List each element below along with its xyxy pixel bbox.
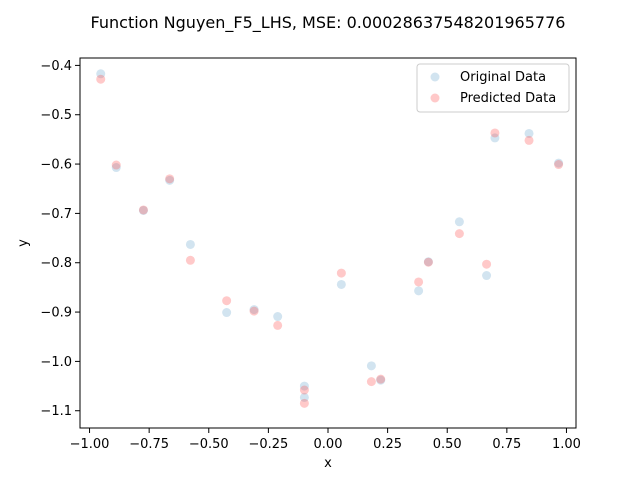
y-tick-label: −0.9 xyxy=(40,306,72,321)
y-tick-label: −0.4 xyxy=(40,59,72,74)
legend-label-original-data: Original Data xyxy=(460,70,546,85)
data-point xyxy=(138,205,148,215)
data-point xyxy=(524,135,534,145)
data-point xyxy=(96,69,106,79)
x-tick-label: 0.75 xyxy=(492,437,521,452)
data-point xyxy=(554,160,564,170)
data-point xyxy=(249,305,259,315)
y-axis-ticks: −1.1 −1.0 −0.9 −0.8 −0.7 −0.6 −0.5 −0.4 xyxy=(40,59,80,419)
data-point xyxy=(414,277,424,287)
data-point xyxy=(222,308,232,318)
y-axis-label: y xyxy=(16,239,31,247)
legend-box xyxy=(416,63,570,113)
x-tick-label: −0.50 xyxy=(189,437,229,452)
data-point xyxy=(165,175,175,185)
data-point xyxy=(423,257,433,267)
data-point xyxy=(490,133,500,143)
data-point xyxy=(454,229,464,239)
data-point xyxy=(366,361,376,371)
y-tick-label: −0.5 xyxy=(40,108,72,123)
data-point xyxy=(336,268,346,278)
data-point xyxy=(299,381,309,391)
data-point xyxy=(249,306,259,316)
y-tick-label: −1.1 xyxy=(40,404,72,419)
x-axis-ticks: −1.00 −0.75 −0.50 −0.25 0.00 0.25 0.50 0.75 1.00 xyxy=(70,428,581,452)
x-tick-label: 0.50 xyxy=(433,437,462,452)
data-point xyxy=(423,257,433,267)
data-point xyxy=(273,312,283,322)
chart-title: Function Nguyen_F5_LHS, MSE: 0.000286375… xyxy=(91,13,566,33)
data-point xyxy=(96,74,106,84)
data-point xyxy=(482,259,492,269)
data-point xyxy=(454,217,464,227)
data-point xyxy=(165,174,175,184)
data-point xyxy=(482,271,492,281)
data-point xyxy=(185,239,195,249)
data-point xyxy=(336,279,346,289)
x-tick-label: −1.00 xyxy=(70,437,110,452)
x-axis-label: x xyxy=(324,456,332,471)
x-tick-label: −0.25 xyxy=(248,437,288,452)
x-tick-label: 0.25 xyxy=(373,437,402,452)
data-point xyxy=(185,255,195,265)
y-tick-label: −1.0 xyxy=(40,355,72,370)
data-point xyxy=(366,377,376,387)
series-predicted-data xyxy=(96,74,564,408)
data-point xyxy=(414,286,424,296)
legend-marker-original-data xyxy=(430,72,440,82)
y-tick-label: −0.6 xyxy=(40,158,72,173)
data-point xyxy=(299,385,309,395)
x-tick-label: −0.75 xyxy=(129,437,169,452)
data-point xyxy=(376,374,386,384)
data-point xyxy=(376,375,386,385)
scatter-points xyxy=(96,69,564,408)
x-tick-label: 1.00 xyxy=(552,437,581,452)
legend-marker-predicted-data xyxy=(430,93,440,103)
data-point xyxy=(299,392,309,402)
data-point xyxy=(138,205,148,215)
data-point xyxy=(554,158,564,168)
legend: Original Data Predicted Data xyxy=(416,63,570,113)
x-tick-label: 0.00 xyxy=(314,437,343,452)
data-point xyxy=(490,128,500,138)
y-tick-label: −0.8 xyxy=(40,256,72,271)
y-tick-label: −0.7 xyxy=(40,207,72,222)
data-point xyxy=(111,163,121,173)
data-point xyxy=(299,398,309,408)
legend-label-predicted-data: Predicted Data xyxy=(460,91,556,106)
data-point xyxy=(524,128,534,138)
data-point xyxy=(222,296,232,306)
data-point xyxy=(111,160,121,170)
data-point xyxy=(273,320,283,330)
series-original-data xyxy=(96,69,564,402)
